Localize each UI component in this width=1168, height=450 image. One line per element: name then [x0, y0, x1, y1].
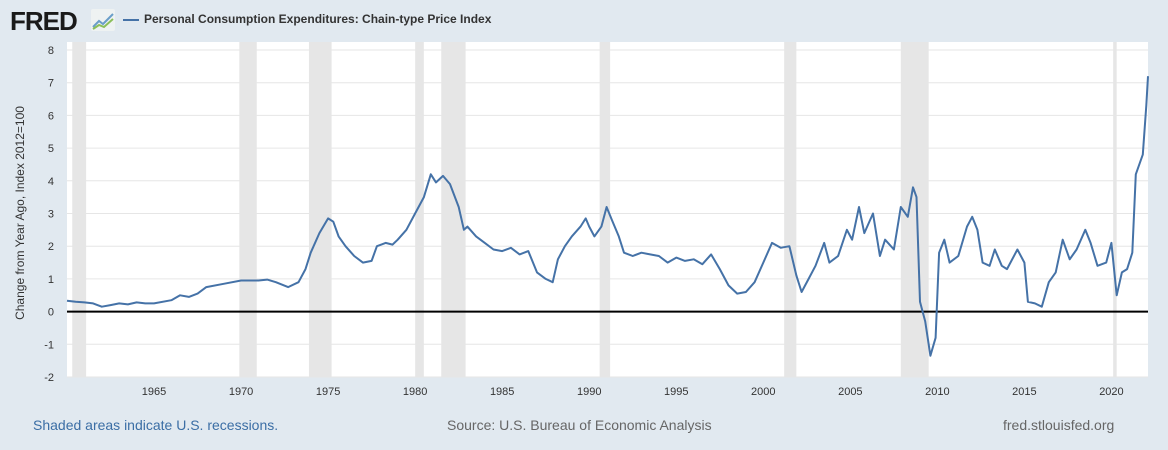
site-url: fred.stlouisfed.org: [1003, 417, 1115, 433]
x-tick-label: 1990: [577, 386, 601, 398]
recession-band: [441, 42, 466, 377]
recession-band: [599, 42, 611, 377]
recession-band: [239, 42, 257, 377]
x-tick-label: 1980: [403, 386, 427, 398]
chart-logo-icon: [91, 9, 115, 31]
y-tick-label: 7: [48, 78, 54, 90]
y-tick-label: 0: [48, 307, 54, 319]
y-tick-label: -1: [44, 339, 54, 351]
x-tick-label: 1970: [229, 386, 253, 398]
x-tick-label: 2015: [1012, 386, 1036, 398]
recession-band: [900, 42, 929, 377]
x-tick-label: 2005: [838, 386, 862, 398]
y-tick-label: -2: [44, 372, 54, 384]
y-tick-label: 4: [48, 176, 54, 188]
legend-swatch: [123, 19, 139, 21]
recession-band: [784, 42, 797, 377]
source-text: Source: U.S. Bureau of Economic Analysis: [447, 417, 712, 433]
y-tick-label: 8: [48, 45, 54, 57]
fred-logo[interactable]: FRED: [10, 6, 78, 36]
y-tick-label: 2: [48, 241, 54, 253]
x-tick-label: 1965: [142, 386, 166, 398]
x-tick-label: 2020: [1099, 386, 1123, 398]
series-line: [66, 76, 1149, 357]
recession-note-link[interactable]: Shaded areas indicate U.S. recessions.: [33, 417, 279, 433]
x-tick-label: 1995: [664, 386, 688, 398]
y-tick-label: 1: [48, 274, 54, 286]
y-tick-label: 5: [48, 143, 54, 155]
x-tick-label: 2000: [751, 386, 775, 398]
x-tick-label: 1985: [490, 386, 514, 398]
recession-band: [1113, 42, 1117, 377]
series-title[interactable]: Personal Consumption Expenditures: Chain…: [144, 12, 492, 26]
x-tick-label: 1975: [316, 386, 340, 398]
recession-band: [308, 42, 332, 377]
chart-area: -2 -1 0 1 2 3 4 5 6 7 8 1965 1970 1975 1980 1985 1990 199…: [44, 42, 1149, 398]
y-tick-label: 3: [48, 209, 54, 221]
x-tick-label: 2010: [925, 386, 949, 398]
y-tick-label: 6: [48, 110, 54, 122]
recession-band: [415, 42, 424, 377]
recession-band: [72, 42, 87, 377]
